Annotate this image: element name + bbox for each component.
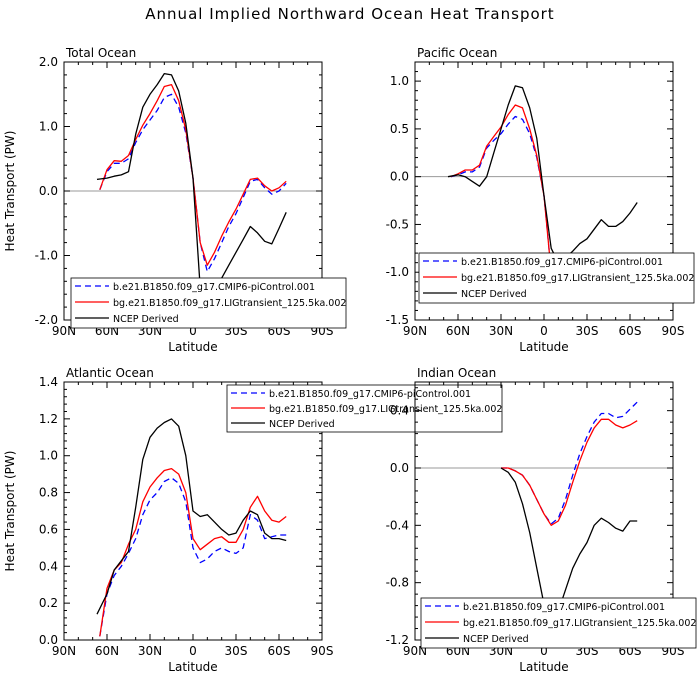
panel-atlantic-ocean: Atlantic Ocean 90N 60N 30N 0 30S 60S 90S 0.0 0.2 0… [3,366,502,674]
series-line-3 [500,467,638,624]
y-tick-label: 1.0 [390,74,409,88]
y-tick-label: 2.0 [39,55,58,69]
legend-label: NCEP Derived [463,634,529,645]
x-tick-label: 30S [576,324,599,338]
legend: b.e21.B1850.f09_g17.CMIP6-piControl.001b… [226,384,503,433]
x-tick-label: 30N [489,324,513,338]
legend-label: b.e21.B1850.f09_g17.CMIP6-piControl.001 [461,257,663,268]
legend-label: bg.e21.B1850.f09_g17.LIGtransient_125.5k… [269,404,502,415]
legend: b.e21.B1850.f09_g17.CMIP6-piControl.001b… [70,277,347,329]
x-tick-label: 0 [189,324,197,338]
x-tick-label: 60S [268,644,291,658]
y-tick-label: 1.2 [39,412,58,426]
y-tick-label: 0.4 [390,404,409,418]
x-axis-label: Latitude [519,340,568,354]
legend-label: b.e21.B1850.f09_g17.CMIP6-piControl.001 [269,389,471,400]
panel-pacific-ocean: Pacific Ocean 90N 60N 30N 0 30S 60S 90S -1.5 -1.0… [386,46,695,354]
x-tick-label: 60N [95,644,119,658]
y-axis-label: Heat Transport (PW) [3,131,17,252]
x-tick-label: 60S [619,324,642,338]
y-tick-label: 0.0 [390,170,409,184]
x-axis-label: Latitude [519,660,568,674]
series-line-2 [501,418,638,526]
y-tick-label: 0.5 [390,122,409,136]
series-line-3 [96,72,287,305]
y-tick-label: -0.5 [386,217,409,231]
legend-label: NCEP Derived [461,289,527,300]
series-line-1 [99,477,287,637]
y-tick-label: -0.4 [386,518,409,532]
legend-box [420,597,697,649]
y-tick-label: -2.0 [35,313,58,327]
legend-box [226,384,503,433]
series-line-3 [96,418,287,615]
y-tick-label: -1.0 [386,265,409,279]
x-tick-label: 60N [446,324,470,338]
legend-label: NCEP Derived [269,419,335,430]
legend-label: bg.e21.B1850.f09_g17.LIGtransient_125.5k… [463,618,696,629]
panel-title: Pacific Ocean [417,46,497,60]
y-tick-label: 1.0 [39,120,58,134]
panel-title: Total Ocean [65,46,136,60]
y-tick-label: 1.4 [39,375,58,389]
legend: b.e21.B1850.f09_g17.CMIP6-piControl.001b… [420,597,697,649]
x-tick-label: 30S [225,644,248,658]
x-tick-label: 0 [189,644,197,658]
x-tick-label: 30N [138,644,162,658]
y-tick-label: -1.0 [35,249,58,263]
legend: b.e21.B1850.f09_g17.CMIP6-piControl.001b… [418,252,695,304]
y-tick-label: -1.5 [386,313,409,327]
x-tick-label: 90N [52,644,76,658]
panel-title: Atlantic Ocean [66,366,154,380]
x-tick-label: 90S [662,324,685,338]
legend-label: bg.e21.B1850.f09_g17.LIGtransient_125.5k… [461,273,694,284]
x-axis-label: Latitude [168,340,217,354]
y-axis-label: Heat Transport (PW) [3,451,17,572]
y-tick-label: 0.4 [39,559,58,573]
x-tick-label: 0 [540,324,548,338]
x-tick-label: 90N [403,324,427,338]
y-tick-label: -1.2 [386,633,409,647]
y-tick-label: 0.0 [39,184,58,198]
series-line-1 [501,401,638,525]
legend-box [70,277,347,329]
y-tick-label: 0.6 [39,522,58,536]
x-tick-label: 0 [540,644,548,658]
x-axis-label: Latitude [168,660,217,674]
y-tick-label: -0.8 [386,576,409,590]
y-tick-label: 0.2 [39,596,58,610]
x-tick-label: 90N [52,324,76,338]
y-tick-label: 1.0 [39,449,58,463]
legend-label: NCEP Derived [113,314,179,325]
y-tick-label: 0.8 [39,486,58,500]
series-line-3 [447,85,638,264]
legend-label: b.e21.B1850.f09_g17.CMIP6-piControl.001 [463,602,665,613]
y-tick-label: 0.0 [390,461,409,475]
y-tick-label: 0.0 [39,633,58,647]
legend-label: bg.e21.B1850.f09_g17.LIGtransient_125.5k… [113,298,346,309]
figure-title: Annual Implied Northward Ocean Heat Tran… [145,5,555,23]
panel-title: Indian Ocean [417,366,496,380]
legend-box [418,252,695,304]
legend-label: b.e21.B1850.f09_g17.CMIP6-piControl.001 [113,282,315,293]
x-tick-label: 90S [311,644,334,658]
